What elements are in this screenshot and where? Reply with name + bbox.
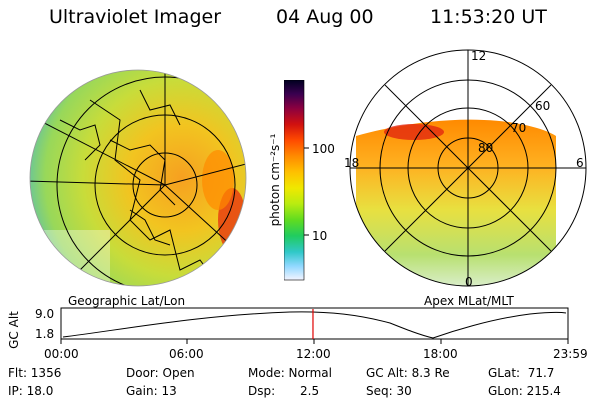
- info-filter: Flt: 1356: [8, 366, 62, 380]
- mlt-label-18: 18: [344, 156, 359, 170]
- timeline-xtick-1200: 12:00: [296, 347, 331, 361]
- right-panel-caption: Apex MLat/MLT: [424, 294, 514, 308]
- colorbar-tick-100: 100: [312, 142, 335, 156]
- geographic-image: [29, 69, 247, 287]
- timeline-frame: [60, 307, 569, 340]
- colorbar-unit-label: photon cm⁻²s⁻¹: [268, 133, 282, 227]
- instrument-title: Ultraviolet Imager: [49, 6, 222, 28]
- timeline-ylabel: GC Alt: [7, 311, 21, 349]
- lat-label-80: 80: [478, 141, 493, 155]
- colorbar-label-box: photon cm⁻²s⁻¹: [268, 80, 282, 280]
- info-glat: GLat: 71.7: [488, 366, 555, 380]
- info-ip: IP: 18.0: [8, 384, 54, 398]
- timeline-ytick-max: 9.0: [35, 307, 55, 321]
- info-gc-alt: GC Alt: 8.3 Re: [366, 366, 450, 380]
- colorbar-tick-10: 10: [312, 229, 328, 243]
- mlt-label-6: 6: [576, 156, 584, 170]
- info-door: Door: Open: [126, 366, 195, 380]
- timeline-xtick-0000: 00:00: [44, 347, 79, 361]
- lat-label-70: 70: [511, 121, 526, 135]
- altitude-curve: [62, 311, 567, 339]
- mlt-label-12: 12: [471, 49, 486, 63]
- timeline-xtick-1800: 18:00: [423, 347, 458, 361]
- info-seq: Seq: 30: [366, 384, 412, 398]
- info-gain: Gain: 13: [126, 384, 177, 398]
- info-dsp-label: Dsp:: [248, 384, 276, 398]
- timeline-ytick-min: 1.8: [35, 327, 55, 341]
- colorbar: [284, 80, 309, 281]
- colorbar-gradient: [284, 80, 305, 281]
- date-label: 04 Aug 00: [276, 6, 374, 28]
- mlt-label-0: 0: [465, 275, 473, 289]
- info-mode: Mode: Normal: [248, 366, 332, 380]
- magnetic-aurora-fill: [356, 119, 556, 286]
- magnetic-image: 12 18 6 0 80 70 60: [344, 49, 587, 289]
- time-label: 11:53:20 UT: [430, 6, 547, 28]
- info-dsp-value: 2.5: [300, 384, 320, 398]
- info-glon: GLon: 215.4: [488, 384, 561, 398]
- lat-label-60: 60: [535, 99, 550, 113]
- timeline-xtick-2359: 23:59: [553, 347, 588, 361]
- timeline-plot: [60, 307, 569, 344]
- timeline-ylabel-box: GC Alt: [0, 311, 34, 349]
- mlt-grid: [349, 49, 587, 287]
- timeline-xtick-0600: 06:00: [169, 347, 204, 361]
- left-panel-caption: Geographic Lat/Lon: [68, 294, 186, 308]
